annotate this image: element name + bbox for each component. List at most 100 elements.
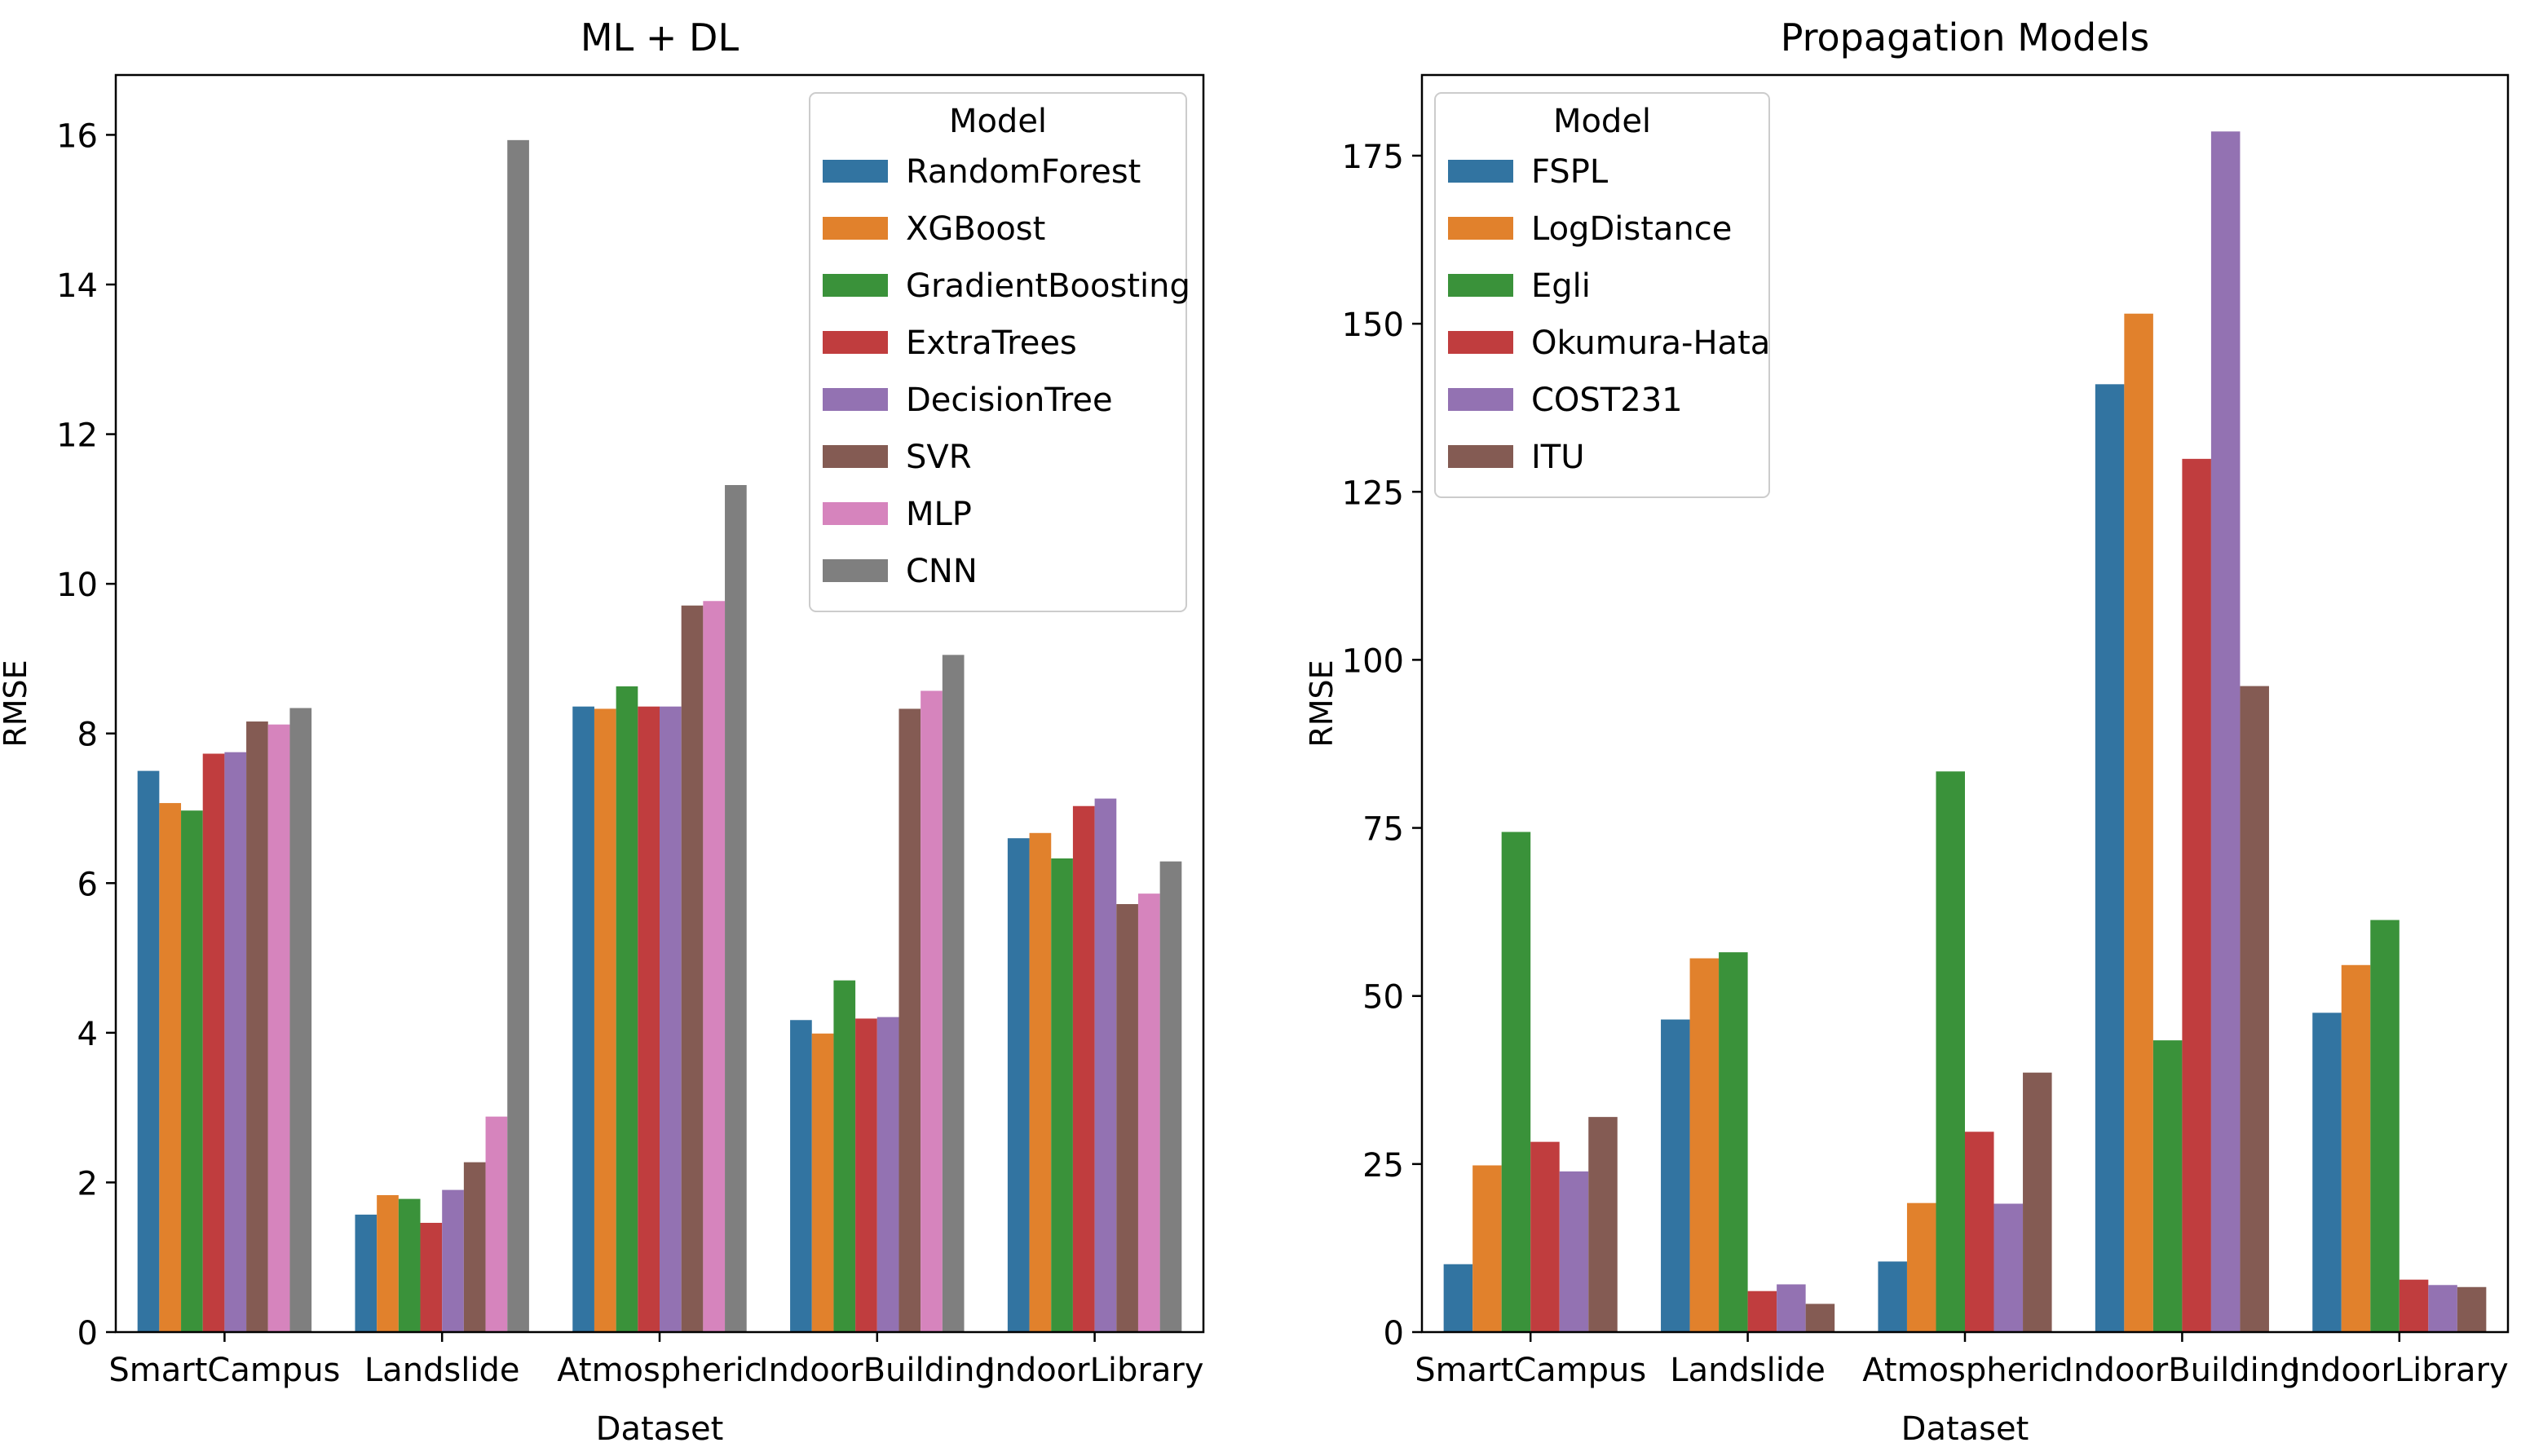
bar-fspl-landslide <box>1661 1019 1690 1332</box>
bar-fspl-indoorlibrary <box>2312 1013 2342 1332</box>
bar-logdistance-smartcampus <box>1472 1165 1502 1332</box>
x-tick-label-indoorbuilding: IndoorBuilding <box>759 1352 996 1389</box>
y-tick-label: 125 <box>1342 474 1404 512</box>
bar-decisiontree-indoorbuilding <box>876 1017 899 1332</box>
bar-itu-smartcampus <box>1588 1117 1618 1332</box>
bar-svr-landslide <box>463 1162 486 1332</box>
bar-mlp-atmospheric <box>703 601 726 1332</box>
bar-logdistance-atmospheric <box>1906 1202 1936 1332</box>
bar-randomforest-landslide <box>355 1214 377 1332</box>
bar-okumura-hata-landslide <box>1747 1291 1777 1332</box>
y-tick-label: 75 <box>1362 811 1404 849</box>
legend-swatch-logdistance <box>1448 217 1513 240</box>
legend-box <box>809 92 1187 612</box>
y-axis-label: RMSE <box>1304 660 1340 747</box>
bar-cost231-smartcampus <box>1559 1171 1589 1332</box>
bar-logdistance-indoorlibrary <box>2341 964 2371 1332</box>
bar-xgboost-smartcampus <box>159 803 182 1332</box>
legend-swatch-decisiontree <box>823 388 888 411</box>
bar-randomforest-indoorbuilding <box>790 1020 812 1332</box>
bar-cost231-atmospheric <box>1993 1203 2024 1332</box>
legend-label-svr: SVR <box>906 439 972 476</box>
chart-title: Propagation Models <box>1781 15 2150 60</box>
bar-itu-landslide <box>1805 1304 1835 1332</box>
bar-cnn-atmospheric <box>725 484 747 1332</box>
x-tick-label-indoorbuilding: IndoorBuilding <box>2064 1352 2300 1389</box>
y-tick-label: 16 <box>56 117 98 155</box>
y-tick-label: 0 <box>1384 1315 1404 1352</box>
legend-label-mlp: MLP <box>906 496 972 533</box>
bar-egli-smartcampus <box>1501 832 1531 1332</box>
legend-label-gradientboosting: GradientBoosting <box>906 267 1190 305</box>
bar-fspl-indoorbuilding <box>2095 384 2125 1332</box>
y-tick-label: 100 <box>1342 642 1404 680</box>
x-tick-label-landslide: Landslide <box>364 1352 520 1389</box>
legend: Model FSPL LogDistance Egli Okumura-Hata COST… <box>1434 92 1770 498</box>
legend-swatch-mlp <box>823 502 888 525</box>
bar-decisiontree-smartcampus <box>224 752 247 1332</box>
legend-swatch-extratrees <box>823 331 888 354</box>
bar-extratrees-smartcampus <box>202 753 225 1332</box>
bar-extratrees-atmospheric <box>638 706 660 1332</box>
legend: Model RandomForest XGBoost GradientBoosting… <box>809 92 1190 612</box>
bar-randomforest-smartcampus <box>137 770 160 1332</box>
legend-swatch-cost231 <box>1448 388 1513 411</box>
bar-svr-atmospheric <box>681 605 704 1332</box>
bar-cost231-indoorlibrary <box>2428 1285 2457 1332</box>
legend-label-randomforest: RandomForest <box>906 153 1141 191</box>
legend-label-fspl: FSPL <box>1531 153 1609 191</box>
legend-label-cost231: COST231 <box>1531 382 1683 419</box>
bar-mlp-indoorlibrary <box>1137 893 1160 1332</box>
bar-randomforest-indoorlibrary <box>1007 838 1030 1332</box>
legend-swatch-fspl <box>1448 160 1513 183</box>
bar-gradientboosting-smartcampus <box>181 810 203 1332</box>
chart-ml-dl: ML + DL 0 2 4 6 8 10 12 14 16 SmartCampus Landslide… <box>0 15 1205 1448</box>
bar-fspl-atmospheric <box>1878 1261 1907 1332</box>
bar-xgboost-atmospheric <box>594 708 616 1332</box>
legend-swatch-gradientboosting <box>823 274 888 297</box>
bar-mlp-smartcampus <box>267 724 290 1332</box>
bar-fspl-smartcampus <box>1443 1264 1473 1332</box>
legend-swatch-xgboost <box>823 217 888 240</box>
bar-svr-smartcampus <box>246 721 268 1332</box>
legend-label-cnn: CNN <box>906 553 978 590</box>
y-tick-label: 6 <box>77 866 98 903</box>
legend-label-extratrees: ExtraTrees <box>906 324 1077 362</box>
y-tick-label: 10 <box>56 567 98 604</box>
legend-swatch-svr <box>823 445 888 468</box>
bar-cost231-indoorbuilding <box>2210 131 2241 1332</box>
x-tick-label-landslide: Landslide <box>1670 1352 1826 1389</box>
legend-swatch-okumura-hata <box>1448 331 1513 354</box>
legend-label-decisiontree: DecisionTree <box>906 382 1113 419</box>
y-axis-label: RMSE <box>0 660 33 747</box>
y-tick-label: 0 <box>77 1315 98 1352</box>
x-axis-label: Dataset <box>1901 1410 2029 1448</box>
x-tick-label-indoorlibrary: IndoorLibrary <box>2290 1352 2509 1389</box>
y-tick-label: 25 <box>1362 1147 1404 1185</box>
bar-okumura-hata-smartcampus <box>1530 1141 1560 1332</box>
bar-mlp-landslide <box>485 1116 508 1332</box>
bar-decisiontree-landslide <box>442 1189 464 1332</box>
bar-egli-landslide <box>1719 952 1748 1332</box>
y-tick-label: 12 <box>56 417 98 455</box>
bar-cnn-indoorlibrary <box>1159 861 1182 1332</box>
y-tick-label: 50 <box>1362 979 1404 1017</box>
bar-cost231-landslide <box>1777 1284 1806 1332</box>
bar-itu-indoorbuilding <box>2240 686 2269 1332</box>
bar-gradientboosting-atmospheric <box>616 686 638 1332</box>
legend-label-okumura-hata: Okumura-Hata <box>1531 324 1770 362</box>
bar-xgboost-landslide <box>377 1195 399 1332</box>
chart-propagation-models: Propagation Models 0 25 50 75 100 125 150 175 Sma… <box>1304 15 2510 1448</box>
y-tick-label: 4 <box>77 1016 98 1053</box>
bar-cnn-landslide <box>507 139 529 1333</box>
bar-egli-atmospheric <box>1936 771 1965 1332</box>
bar-decisiontree-atmospheric <box>660 706 682 1332</box>
y-tick-label: 8 <box>77 717 98 754</box>
bar-gradientboosting-landslide <box>398 1198 421 1332</box>
legend-label-egli: Egli <box>1531 267 1591 305</box>
y-tick-label: 14 <box>56 267 98 305</box>
legend-label-logdistance: LogDistance <box>1531 210 1732 248</box>
x-tick-label-smartcampus: SmartCampus <box>1415 1352 1646 1389</box>
bar-cnn-indoorbuilding <box>942 655 965 1332</box>
y-tick-label: 150 <box>1342 307 1404 344</box>
